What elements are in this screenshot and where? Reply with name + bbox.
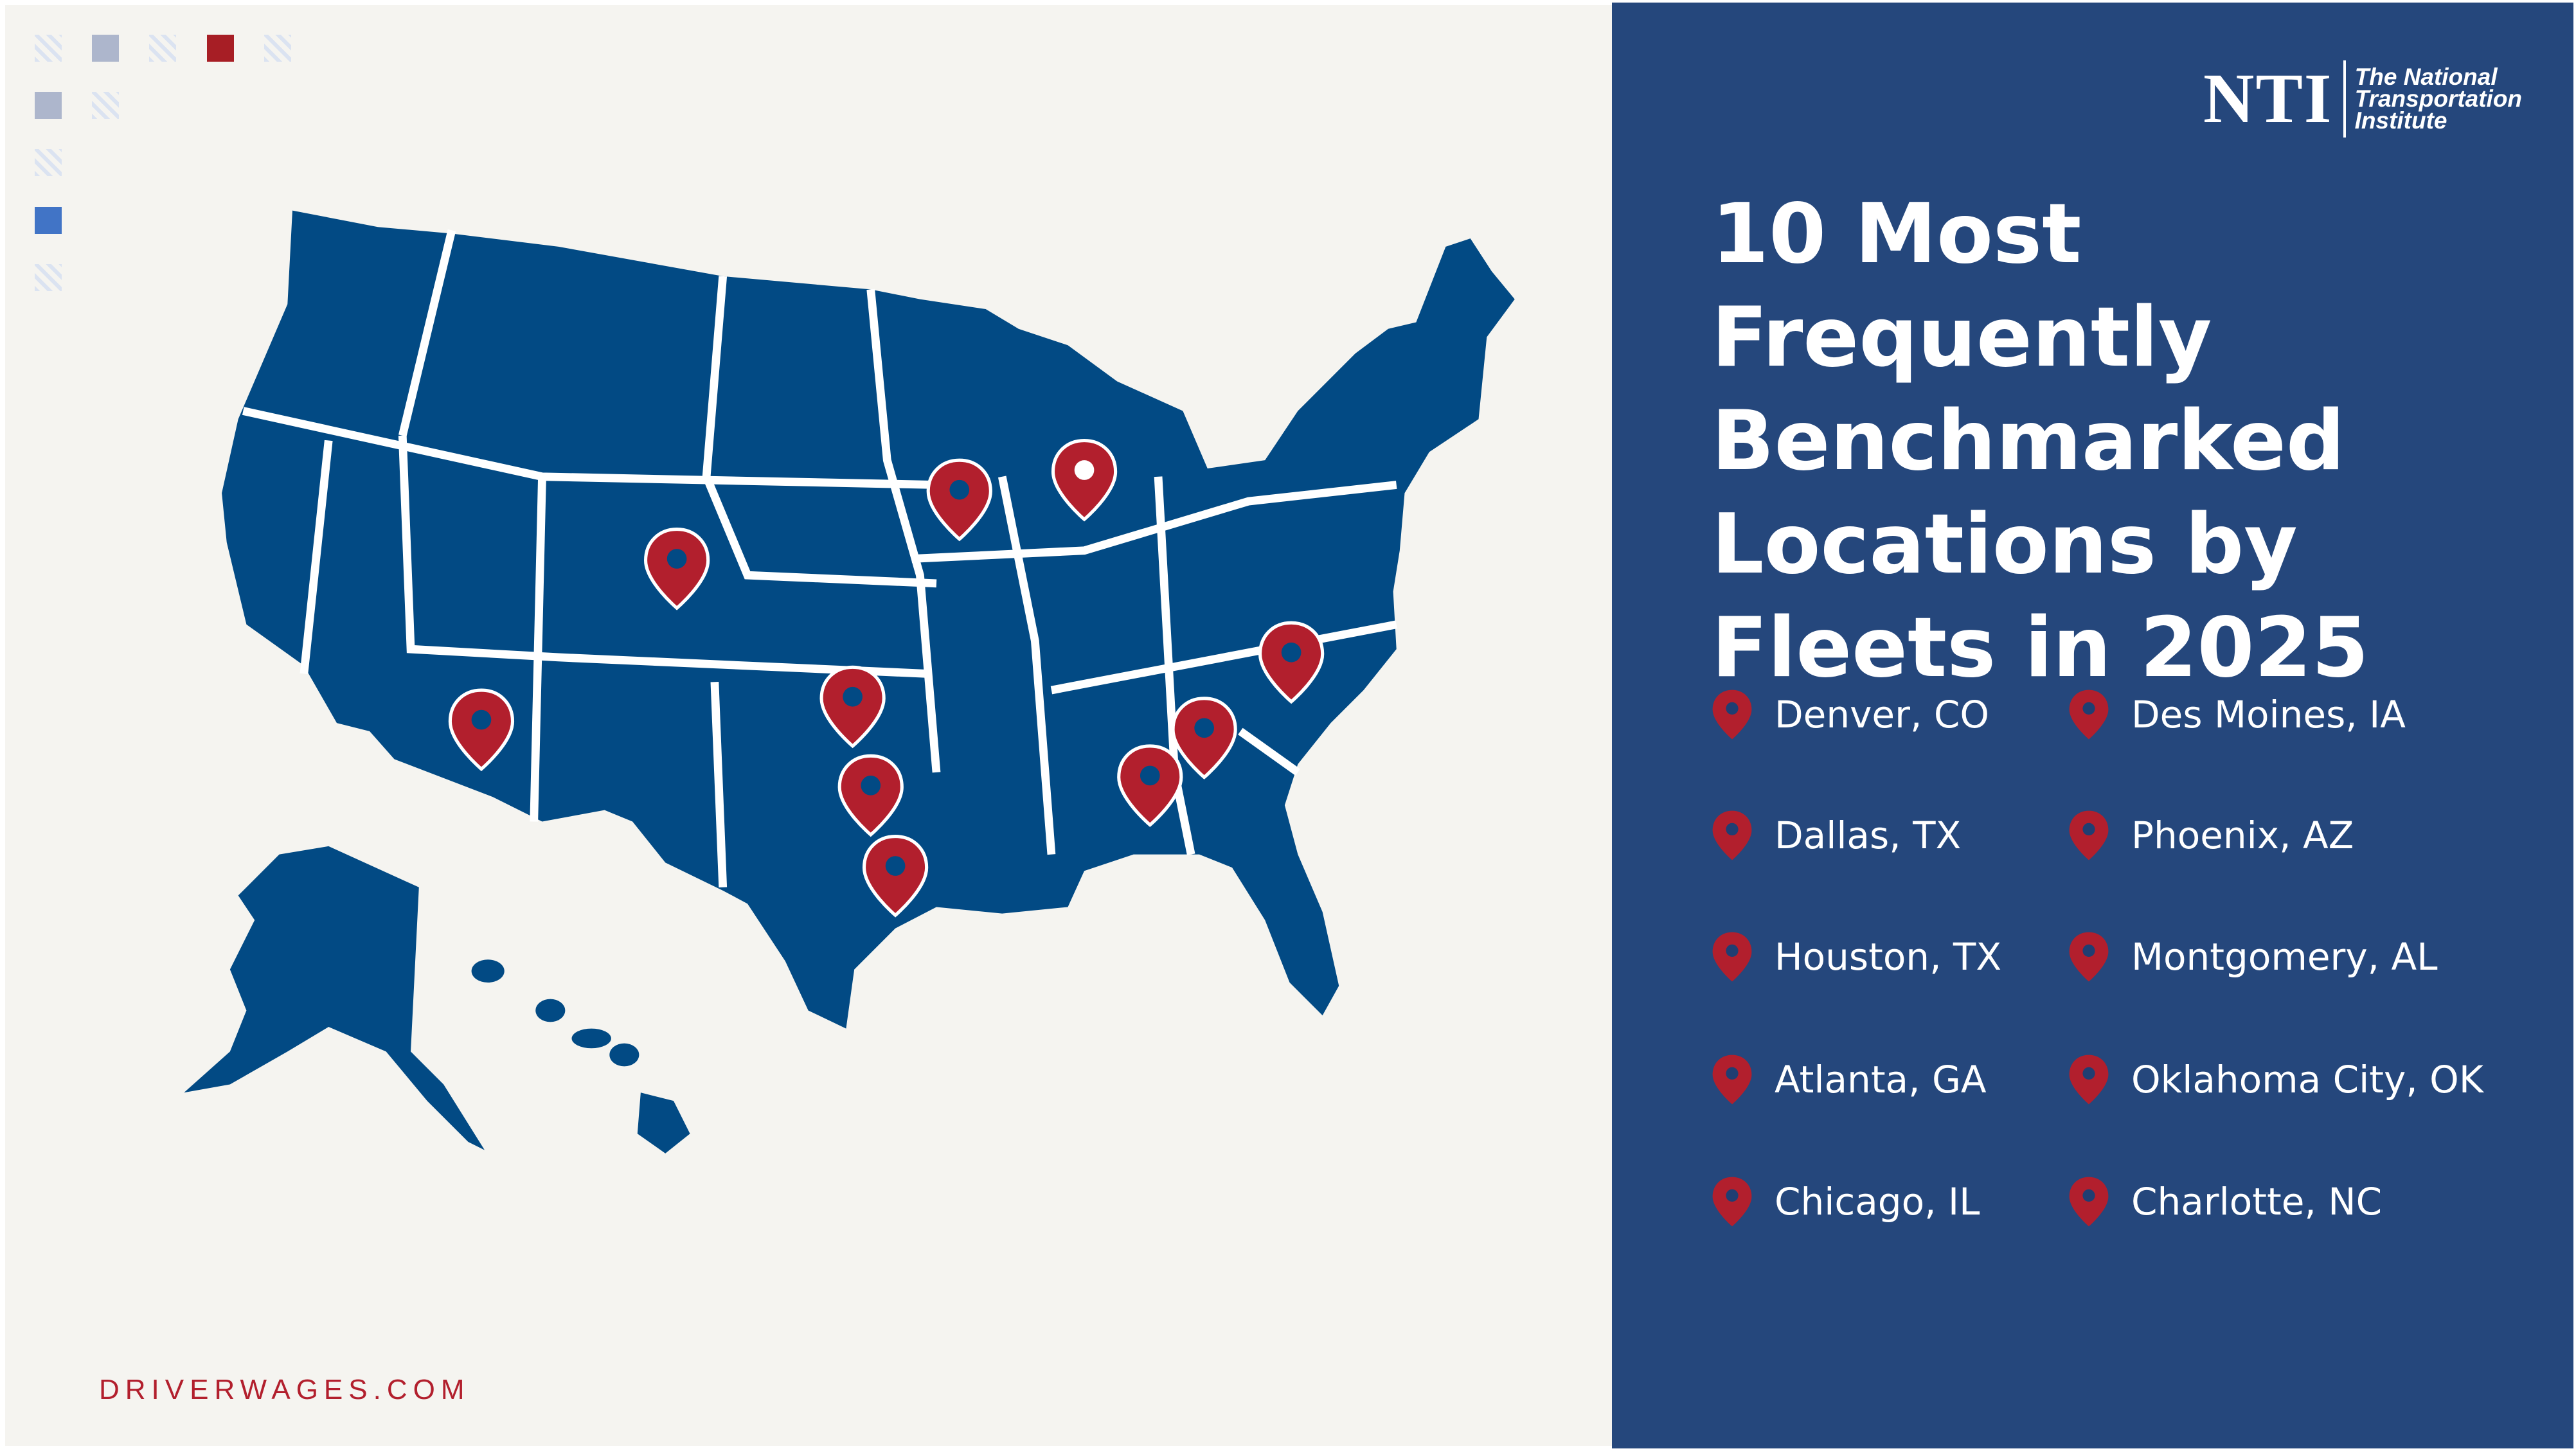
location-label: Atlanta, GA xyxy=(1775,1058,1987,1101)
location-label: Phoenix, AZ xyxy=(2131,814,2354,857)
title-line: 10 Most Frequently xyxy=(1712,186,2212,386)
info-panel: NTI The National Transportation Institut… xyxy=(1612,3,2573,1448)
location-item: Denver, CO xyxy=(1712,682,1989,747)
location-label: Charlotte, NC xyxy=(2131,1180,2383,1224)
map-pin-icon xyxy=(1117,744,1183,827)
map-pin-icon xyxy=(1051,438,1118,522)
alaska-shape xyxy=(184,846,485,1150)
location-pin-icon xyxy=(1712,932,1752,982)
logo-divider xyxy=(2343,60,2346,138)
decor-square xyxy=(207,35,234,62)
decor-square xyxy=(92,35,119,62)
title-line: Fleets in 2025 xyxy=(1712,600,2369,696)
map-pin-icon xyxy=(862,834,929,918)
map-pin-icon xyxy=(643,527,710,610)
title-line: Benchmarked xyxy=(1712,393,2345,489)
location-pin-icon xyxy=(1712,690,1752,740)
logo-line: Institute xyxy=(2354,107,2447,134)
location-label: Houston, TX xyxy=(1775,935,2002,979)
location-pin-icon xyxy=(1712,810,1752,860)
location-label: Chicago, IL xyxy=(1775,1180,1980,1224)
decor-square xyxy=(264,35,291,62)
location-pin-icon xyxy=(2069,1055,2109,1105)
map-pin-icon xyxy=(819,665,886,749)
decor-square xyxy=(149,35,176,62)
logo-letters: NTI xyxy=(2203,59,2333,138)
location-pin-icon xyxy=(1712,1177,1752,1227)
location-item: Atlanta, GA xyxy=(1712,1047,1987,1112)
location-label: Oklahoma City, OK xyxy=(2131,1058,2483,1101)
contiguous-us-shape xyxy=(222,210,1515,1029)
map-pin-icon xyxy=(448,688,515,772)
location-pin-icon xyxy=(2069,690,2109,740)
logo-text: The National Transportation Institute xyxy=(2354,63,2523,134)
map-pin-icon xyxy=(926,458,992,542)
location-item: Chicago, IL xyxy=(1712,1170,1980,1234)
map-pin-icon xyxy=(1258,621,1325,704)
hawaii-shape xyxy=(471,959,690,1153)
decor-square xyxy=(35,149,62,176)
location-item: Des Moines, IA xyxy=(2068,682,2406,747)
decor-square xyxy=(35,207,62,234)
website-link[interactable]: DRIVERWAGES.COM xyxy=(99,1374,470,1405)
page-title: 10 Most Frequently Benchmarked Locations… xyxy=(1712,182,2483,700)
location-item: Phoenix, AZ xyxy=(2068,803,2354,868)
location-item: Montgomery, AL xyxy=(2068,925,2438,989)
decor-square xyxy=(35,92,62,119)
location-pin-icon xyxy=(2069,810,2109,860)
decor-square xyxy=(35,264,62,291)
location-item: Charlotte, NC xyxy=(2068,1170,2382,1234)
location-pin-icon xyxy=(1712,1055,1752,1105)
location-pin-icon xyxy=(2069,932,2109,982)
decor-square xyxy=(92,92,119,119)
title-line: Locations by xyxy=(1712,497,2298,592)
logo-line: Transportation xyxy=(2354,85,2523,112)
map-pin-icon xyxy=(1171,697,1237,779)
location-pin-icon xyxy=(2069,1177,2109,1227)
location-label: Des Moines, IA xyxy=(2131,693,2406,736)
location-label: Denver, CO xyxy=(1775,693,1989,736)
location-label: Dallas, TX xyxy=(1775,814,1962,857)
location-item: Oklahoma City, OK xyxy=(2068,1047,2483,1112)
decor-square xyxy=(35,35,62,62)
nti-logo: NTI The National Transportation Institut… xyxy=(2203,58,2522,139)
pin-layer xyxy=(448,438,1325,918)
map-pin-icon xyxy=(837,754,904,837)
location-item: Dallas, TX xyxy=(1712,803,1961,868)
location-item: Houston, TX xyxy=(1712,925,2001,989)
location-label: Montgomery, AL xyxy=(2131,935,2438,979)
logo-line: The National xyxy=(2354,63,2498,90)
